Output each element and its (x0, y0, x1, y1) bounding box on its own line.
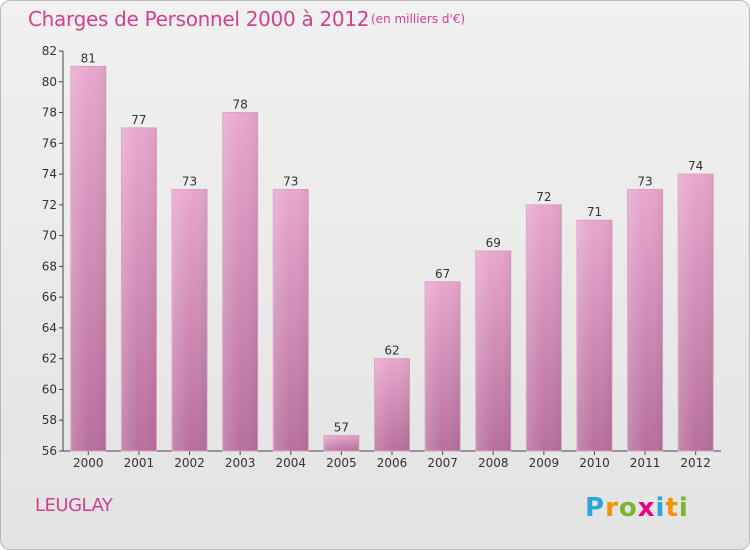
data-label: 73 (283, 174, 298, 188)
data-label: 81 (81, 51, 96, 65)
x-tick-label: 2001 (124, 456, 155, 470)
data-label: 72 (536, 190, 551, 204)
data-label: 77 (131, 113, 146, 127)
y-tick-label: 74 (42, 167, 57, 181)
x-tick-label: 2009 (529, 456, 560, 470)
x-tick-label: 2007 (427, 456, 458, 470)
bar-shade-2005 (323, 435, 359, 451)
data-label: 62 (384, 344, 399, 358)
y-tick-label: 64 (42, 321, 57, 335)
svg-text:Proxiti: Proxiti (585, 493, 689, 523)
axes-group: 56 58 60 62 64 66 68 70 72 74 76 78 80 82 (42, 44, 721, 458)
y-tick-label: 82 (42, 44, 57, 58)
bar-shade-2003 (222, 112, 258, 452)
y-tick-label: 70 (42, 229, 57, 243)
y-tick-label: 62 (42, 352, 57, 366)
x-tick-label: 2000 (73, 456, 104, 470)
y-tick-label: 58 (42, 413, 57, 427)
bar-shade-2004 (273, 189, 309, 451)
x-tick-label: 2005 (326, 456, 357, 470)
data-label: 67 (435, 267, 450, 281)
x-tick-label: 2012 (680, 456, 711, 470)
chart-subtitle: (en milliers d'€) (371, 12, 466, 26)
bar-shade-2007 (425, 281, 461, 451)
data-label: 74 (688, 159, 703, 173)
data-label: 78 (233, 98, 248, 112)
data-label: 73 (637, 174, 652, 188)
chart-title: Charges de Personnel 2000 à 2012 (28, 7, 370, 31)
y-tick-label: 66 (42, 290, 57, 304)
x-tick-label: 2008 (478, 456, 509, 470)
bar-shade-2011 (627, 189, 663, 451)
x-tick-label: 2006 (377, 456, 408, 470)
bar-shade-2008 (475, 251, 511, 451)
bar-shade-2006 (374, 358, 410, 451)
x-tick-label: 2011 (630, 456, 661, 470)
x-tick-label: 2003 (225, 456, 256, 470)
y-tick-label: 72 (42, 198, 57, 212)
bar-shade-2012 (678, 174, 714, 452)
y-tick-label: 76 (42, 136, 57, 150)
y-tick-label: 78 (42, 106, 57, 120)
proxiti-logo[interactable]: Proxiti (583, 489, 693, 523)
x-tick-label: 2002 (174, 456, 205, 470)
y-tick-label: 56 (42, 444, 57, 458)
bars-group (70, 65, 714, 452)
y-tick-label: 68 (42, 259, 57, 273)
y-tick-label: 60 (42, 382, 57, 396)
data-label: 69 (486, 236, 501, 250)
bar-shade-2001 (121, 127, 157, 451)
y-tick-label: 80 (42, 75, 57, 89)
x-tick-label: 2010 (579, 456, 610, 470)
data-label: 57 (334, 421, 349, 435)
labels-group: 2000 81 2001 77 2002 73 2003 78 2004 73 2005 57 2006… (73, 51, 711, 470)
bar-shade-2009 (526, 204, 562, 451)
data-label: 73 (182, 174, 197, 188)
data-label: 71 (587, 205, 602, 219)
x-tick-label: 2004 (275, 456, 306, 470)
bar-shade-2010 (576, 220, 612, 451)
commune-name: LEUGLAY (35, 495, 113, 516)
bar-shade-2002 (172, 189, 208, 451)
bar-shade-2000 (70, 66, 106, 451)
